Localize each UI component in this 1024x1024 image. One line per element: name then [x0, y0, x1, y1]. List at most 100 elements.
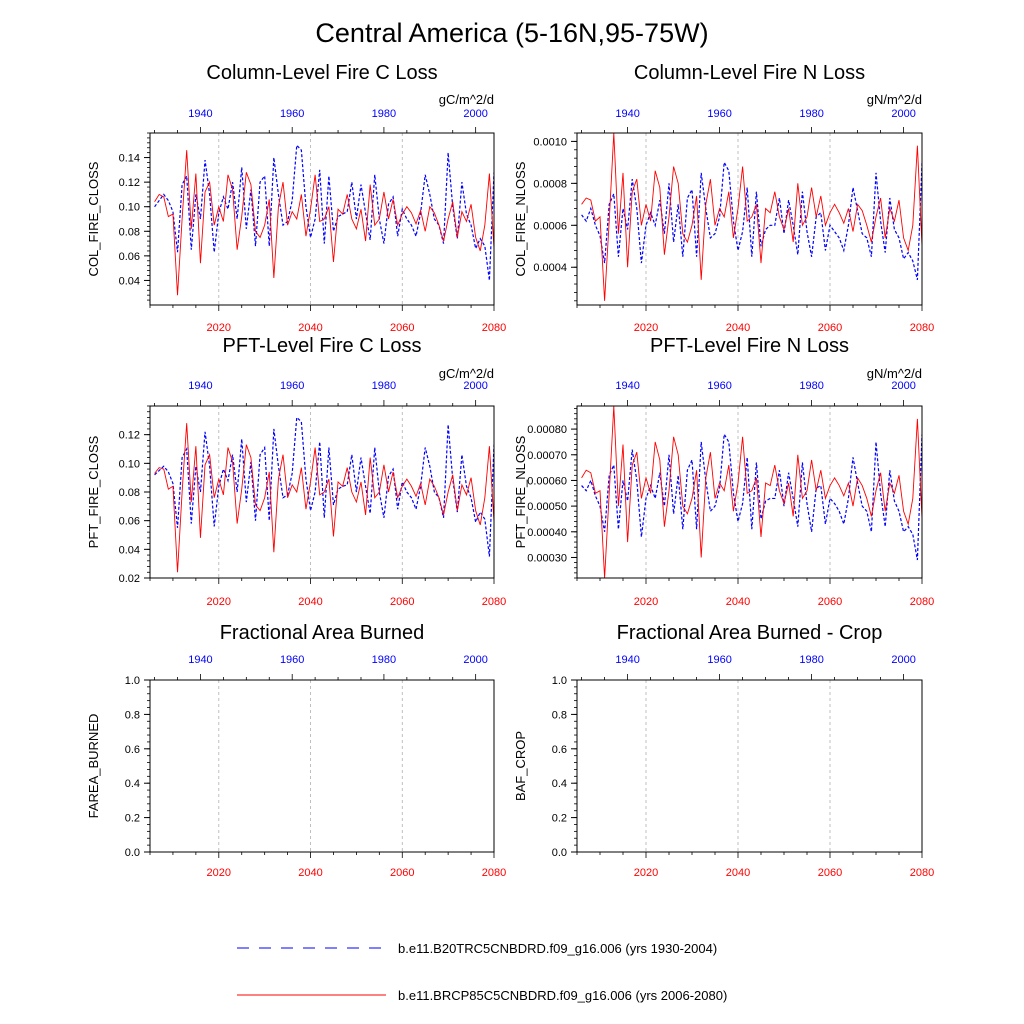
x-tick-label-top: 1940: [188, 108, 212, 120]
y-tick-label: 0.00060: [527, 475, 567, 487]
panel-title: Column-Level Fire C Loss: [206, 62, 437, 84]
y-tick-label: 1.0: [552, 675, 567, 687]
series-line-future: [581, 133, 922, 301]
x-tick-label-top: 1960: [707, 654, 731, 666]
x-tick-label-top: 1980: [799, 654, 823, 666]
y-axis-label: FAREA_BURNED: [86, 714, 101, 819]
x-tick-label-bottom: 2080: [910, 596, 934, 608]
y-tick-label: 0.00070: [527, 450, 567, 462]
x-tick-label-bottom: 2060: [818, 867, 842, 879]
x-tick-label-bottom: 2080: [910, 322, 934, 334]
x-tick-label-top: 1940: [615, 380, 639, 392]
x-tick-label-bottom: 2020: [634, 596, 658, 608]
x-tick-label-top: 2000: [891, 380, 915, 392]
x-tick-label-top: 2000: [891, 654, 915, 666]
x-tick-label-bottom: 2080: [482, 867, 506, 879]
panel-title: PFT-Level Fire C Loss: [223, 335, 422, 357]
y-tick-label: 0.0008: [533, 178, 567, 190]
plot-frame: [149, 679, 495, 853]
y-axis-label: PFT_FIRE_NLOSS: [513, 435, 528, 548]
plot-frame: [149, 132, 495, 306]
y-tick-label: 0.4: [552, 778, 567, 790]
panels: Column-Level Fire C LossgC/m^2/dCOL_FIRE…: [86, 62, 934, 879]
x-tick-label-bottom: 2040: [298, 322, 322, 334]
units-label: gC/m^2/d: [439, 366, 494, 381]
panel-title: Column-Level Fire N Loss: [634, 62, 865, 84]
y-tick-label: 0.10: [119, 202, 140, 214]
y-tick-label: 0.2: [552, 813, 567, 825]
y-tick-label: 0.04: [119, 275, 140, 287]
y-tick-label: 0.0: [125, 847, 140, 859]
x-tick-label-bottom: 2040: [298, 867, 322, 879]
x-tick-label-top: 1980: [372, 108, 396, 120]
x-tick-label-bottom: 2060: [390, 322, 414, 334]
y-tick-label: 0.12: [119, 430, 140, 442]
x-tick-label-top: 2000: [463, 654, 487, 666]
y-tick-label: 0.6: [552, 744, 567, 756]
x-tick-label-top: 1940: [615, 108, 639, 120]
y-tick-label: 0.06: [119, 251, 140, 263]
series-group: [581, 406, 922, 578]
y-tick-label: 1.0: [125, 675, 140, 687]
panel-3: PFT-Level Fire C Loss gC/m^2/d PFT_FIRE_CL…: [86, 335, 506, 608]
panel-6: Fractional Area Burned - Crop BAF_CROP 0.0…: [513, 622, 934, 879]
y-tick-label: 0.06: [119, 516, 140, 528]
legend-label-historical: b.e11.B20TRC5CNBDRD.f09_g16.006 (yrs 193…: [398, 941, 717, 956]
panel-title: Fractional Area Burned: [220, 622, 425, 644]
series-line-historical: [154, 143, 494, 281]
x-tick-label-top: 2000: [463, 108, 487, 120]
y-tick-label: 0.00040: [527, 527, 567, 539]
y-axis-label: COL_FIRE_CLOSS: [86, 161, 101, 276]
x-tick-label-top: 2000: [891, 108, 915, 120]
x-tick-label-bottom: 2080: [482, 322, 506, 334]
series-group: [581, 133, 922, 301]
panel-4: PFT-Level Fire N Loss gN/m^2/d PFT_FIRE_NL…: [513, 335, 934, 608]
x-tick-label-bottom: 2020: [207, 867, 231, 879]
y-tick-label: 0.02: [119, 573, 140, 585]
units-label: gC/m^2/d: [439, 92, 494, 107]
x-tick-label-bottom: 2060: [818, 596, 842, 608]
x-tick-label-top: 1960: [707, 380, 731, 392]
x-tick-label-top: 2000: [463, 380, 487, 392]
y-tick-label: 0.4: [125, 778, 140, 790]
x-tick-label-bottom: 2040: [726, 596, 750, 608]
x-tick-label-top: 1980: [372, 380, 396, 392]
series-line-future: [154, 423, 494, 573]
y-tick-label: 0.00050: [527, 501, 567, 513]
series-group: [154, 143, 494, 296]
series-line-historical: [581, 160, 922, 280]
y-tick-label: 0.14: [119, 153, 140, 165]
x-tick-label-bottom: 2020: [207, 322, 231, 334]
panel-title: PFT-Level Fire N Loss: [650, 335, 849, 357]
plot-frame: [576, 679, 923, 853]
x-tick-label-top: 1960: [280, 380, 304, 392]
series-line-future: [154, 150, 494, 296]
y-tick-label: 0.10: [119, 458, 140, 470]
y-tick-label: 0.00030: [527, 552, 567, 564]
legend: b.e11.B20TRC5CNBDRD.f09_g16.006 (yrs 193…: [237, 941, 727, 1003]
x-tick-label-top: 1940: [188, 380, 212, 392]
plot-frame: [149, 405, 495, 579]
y-tick-label: 0.6: [125, 744, 140, 756]
series-line-historical: [154, 416, 494, 557]
y-axis-label: BAF_CROP: [513, 731, 528, 801]
y-axis-label: COL_FIRE_NLOSS: [513, 161, 528, 276]
y-tick-label: 0.12: [119, 177, 140, 189]
x-tick-label-bottom: 2060: [818, 322, 842, 334]
plot-frame: [576, 132, 923, 306]
y-tick-label: 0.04: [119, 544, 140, 556]
y-tick-label: 0.08: [119, 226, 140, 238]
panel-5: Fractional Area Burned FAREA_BURNED 0.0 0.2…: [86, 622, 506, 879]
plot-frame: [576, 405, 923, 579]
y-tick-label: 0.8: [552, 709, 567, 721]
y-tick-label: 0.0004: [533, 262, 567, 274]
y-tick-label: 0.0006: [533, 220, 567, 232]
x-tick-label-bottom: 2020: [634, 322, 658, 334]
x-tick-label-bottom: 2060: [390, 596, 414, 608]
x-tick-label-bottom: 2080: [482, 596, 506, 608]
x-tick-label-top: 1960: [707, 108, 731, 120]
units-label: gN/m^2/d: [867, 92, 922, 107]
